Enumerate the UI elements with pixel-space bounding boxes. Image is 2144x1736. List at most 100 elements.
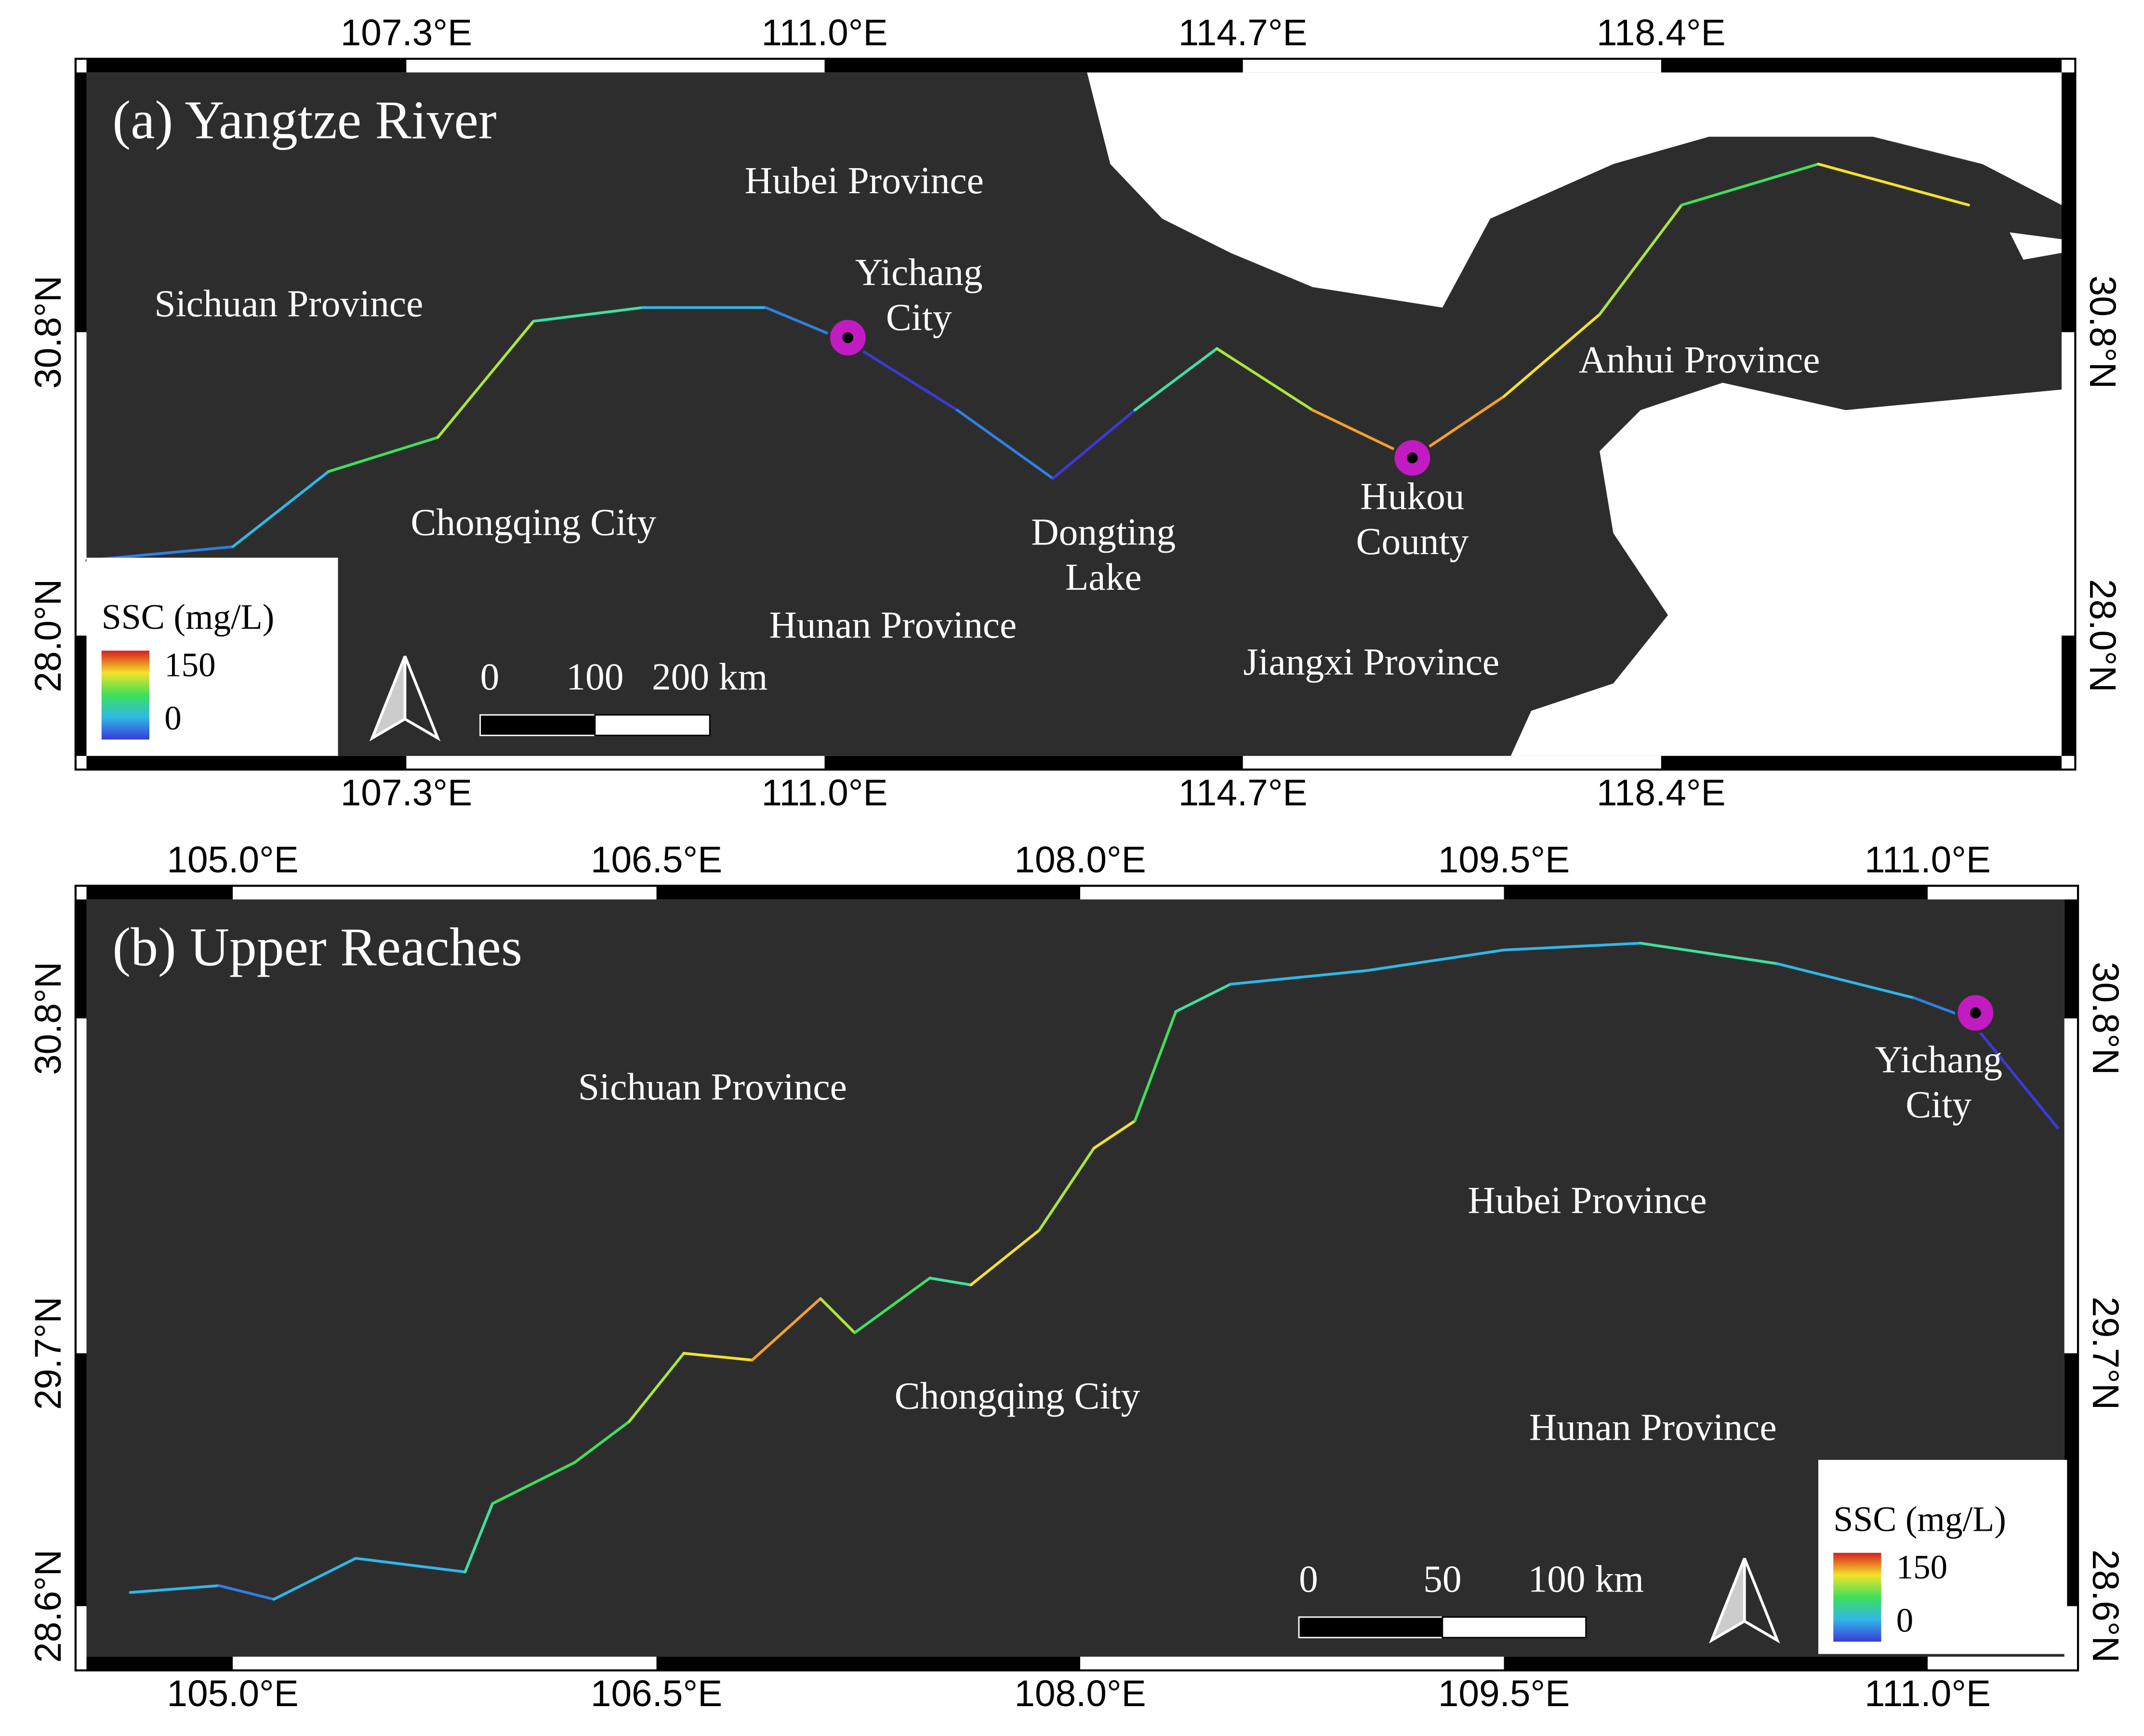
- legend-title: SSC (mg/L): [1833, 1499, 2006, 1538]
- x-tick-label: 105.0°E: [167, 1673, 298, 1714]
- border-segment: [75, 72, 87, 332]
- y-tick-label: 28.6°N: [28, 1550, 69, 1663]
- river: [436, 319, 535, 439]
- river: [627, 1352, 686, 1423]
- scale-label: 0: [1299, 1558, 1318, 1600]
- river: [1776, 962, 1916, 999]
- place-label: Hubei Province: [1468, 1179, 1707, 1222]
- legend-title: SSC (mg/L): [102, 597, 275, 636]
- legend-colorbar: [1833, 1552, 1881, 1642]
- place-label: Sichuan Province: [154, 283, 423, 325]
- place-label: Chongqing City: [410, 501, 656, 543]
- x-tick-label: 111.0°E: [762, 772, 888, 813]
- river: [129, 1584, 221, 1594]
- border-segment: [824, 755, 1243, 770]
- place-label: Hunan Province: [769, 604, 1017, 646]
- legend-min: 0: [1896, 1602, 1913, 1640]
- river: [1229, 969, 1369, 986]
- legend-colorbar: [101, 650, 150, 740]
- place-label: Jiangxi Province: [1244, 641, 1500, 683]
- place-label: Chongqing City: [895, 1375, 1140, 1417]
- border-segment: [75, 899, 87, 1019]
- border-segment: [1504, 1656, 1928, 1670]
- sea-area: [1087, 72, 2062, 308]
- river: [1639, 941, 1779, 965]
- y-tick-label: 30.8°N: [2085, 962, 2126, 1075]
- river: [846, 340, 959, 411]
- river: [1502, 313, 1601, 398]
- place-label: Yichang: [1875, 1038, 2002, 1081]
- river: [1133, 347, 1218, 411]
- sea-area: [2010, 232, 2062, 260]
- city-marker-dot: [1407, 452, 1418, 464]
- scale-bar: [1298, 1616, 1443, 1639]
- x-tick-label: 107.3°E: [341, 772, 472, 813]
- river: [1967, 1017, 2059, 1129]
- border-segment: [86, 886, 233, 900]
- scale-label: 50: [1423, 1558, 1461, 1600]
- place-label: Lake: [1065, 556, 1142, 598]
- scale-label: 100: [566, 656, 623, 698]
- place-label: Hukou: [1360, 476, 1464, 518]
- map-panel: 105.0°E 105.0°E 106.5°E 106.5°E 108.0°E 108.0…: [28, 839, 2126, 1714]
- x-tick-label: 109.5°E: [1438, 1673, 1570, 1714]
- border-segment: [86, 755, 407, 770]
- border-segment: [86, 58, 407, 73]
- border-segment: [824, 58, 1243, 73]
- border-segment: [86, 1656, 233, 1670]
- place-label: Hunan Province: [1529, 1406, 1777, 1449]
- place-label: City: [1906, 1084, 1972, 1126]
- y-tick-label: 29.7°N: [28, 1297, 69, 1410]
- y-tick-label: 30.8°N: [28, 962, 69, 1075]
- river: [1174, 982, 1232, 1013]
- river: [1133, 1010, 1178, 1123]
- river: [1365, 948, 1506, 972]
- x-tick-label: 109.5°E: [1438, 839, 1570, 880]
- river: [532, 306, 645, 323]
- city-marker-dot: [1970, 1007, 1981, 1019]
- place-label: Sichuan Province: [578, 1066, 847, 1108]
- river: [819, 1297, 856, 1334]
- y-tick-label: 30.8°N: [2082, 276, 2123, 389]
- place-label: Anhui Province: [1579, 339, 1820, 381]
- scale-bar: [1442, 1616, 1587, 1639]
- place-label: City: [886, 296, 952, 339]
- border-segment: [2061, 72, 2076, 332]
- x-tick-label: 111.0°E: [1865, 839, 1991, 880]
- river: [928, 1276, 972, 1286]
- north-arrow: [1743, 1558, 1780, 1644]
- border-segment: [1504, 886, 1928, 900]
- river: [1038, 1147, 1096, 1232]
- river: [1680, 162, 1820, 207]
- x-tick-label: 114.7°E: [1178, 772, 1308, 813]
- y-tick-label: 30.8°N: [28, 276, 69, 389]
- x-tick-label: 108.0°E: [1014, 1673, 1146, 1714]
- river: [272, 1557, 357, 1601]
- river: [327, 436, 439, 473]
- river: [463, 1502, 494, 1574]
- scale-label: 0: [480, 656, 500, 698]
- river: [1051, 409, 1137, 480]
- scale-label: 200 km: [652, 656, 768, 698]
- legend-max: 150: [164, 647, 215, 684]
- map-panel: 107.3°E 107.3°E 111.0°E 111.0°E 114.7°E 114.7…: [28, 13, 2123, 813]
- river: [969, 1229, 1041, 1286]
- x-tick-label: 106.5°E: [591, 1673, 722, 1714]
- place-label: County: [1356, 520, 1469, 563]
- x-tick-label: 108.0°E: [1014, 839, 1146, 880]
- border-segment: [656, 1656, 1081, 1670]
- y-tick-label: 28.0°N: [2082, 579, 2123, 692]
- river: [751, 1297, 822, 1362]
- border-segment: [656, 886, 1081, 900]
- x-tick-label: 107.3°E: [341, 13, 472, 53]
- x-tick-label: 118.4°E: [1597, 13, 1726, 53]
- place-label: Dongting: [1031, 511, 1176, 553]
- border-segment: [75, 636, 87, 756]
- river: [354, 1557, 467, 1574]
- x-tick-label: 118.4°E: [1597, 772, 1726, 813]
- river: [955, 409, 1055, 480]
- river: [217, 1584, 276, 1601]
- y-tick-label: 28.6°N: [2085, 1550, 2126, 1663]
